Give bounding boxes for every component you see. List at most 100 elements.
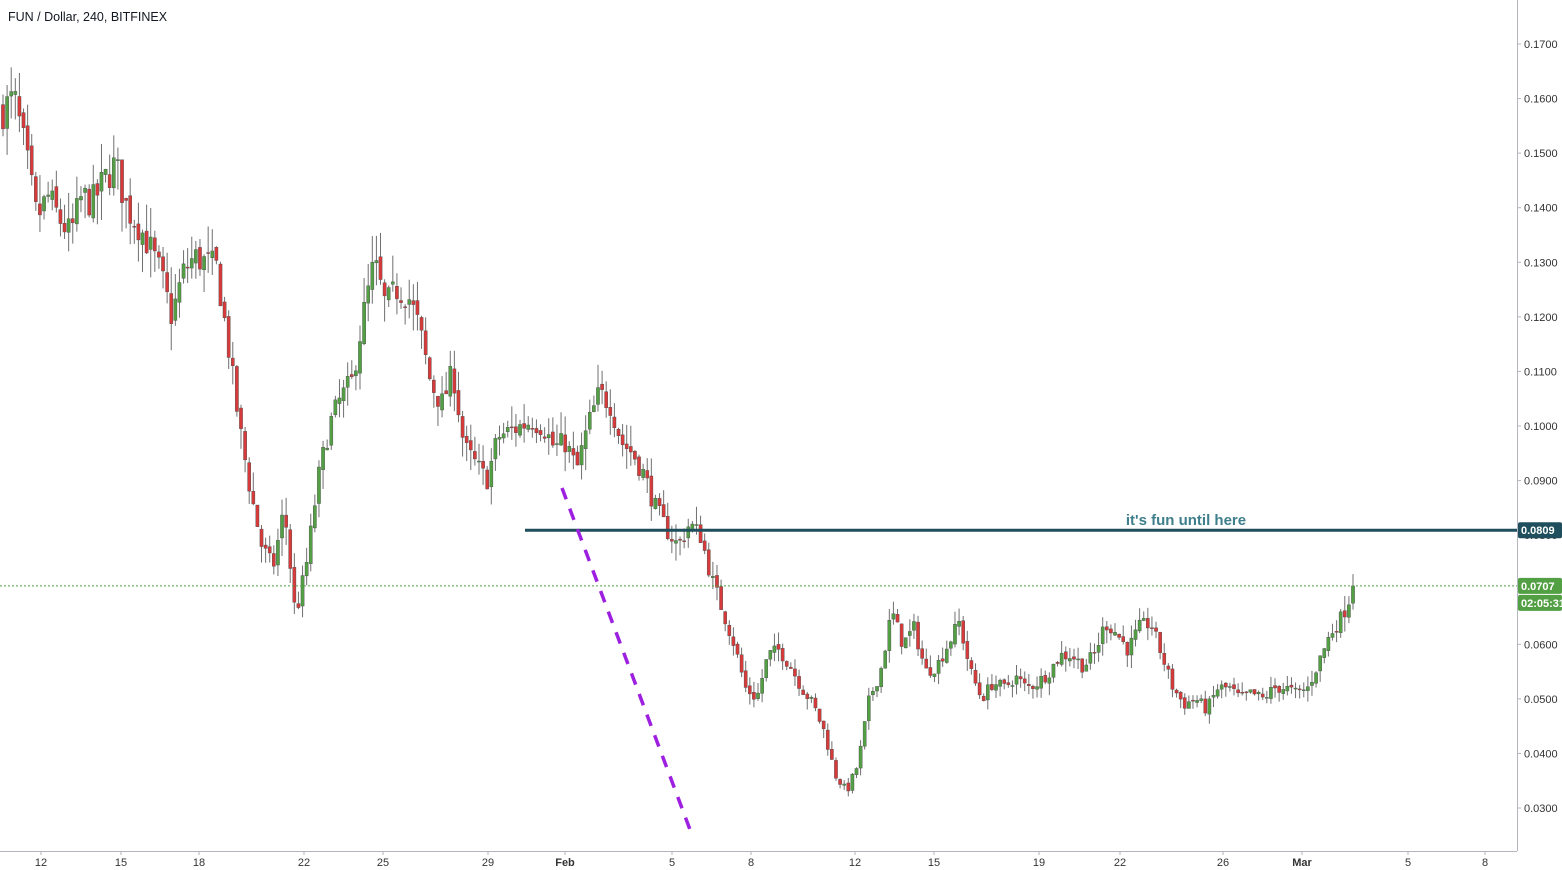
- candle: [218, 261, 223, 307]
- candle: [665, 502, 670, 541]
- candle-body-up: [875, 686, 879, 692]
- candle-body-up: [711, 576, 715, 578]
- candle: [1195, 695, 1199, 708]
- countdown-badge: [1518, 594, 1562, 611]
- candle: [448, 350, 453, 407]
- candle: [1170, 664, 1175, 698]
- candle: [1232, 677, 1236, 696]
- candle-body-up: [1187, 701, 1191, 709]
- candle-body-down: [226, 316, 231, 358]
- candle: [1141, 611, 1146, 622]
- candle-body-up: [871, 691, 875, 696]
- candle-body-down: [1018, 676, 1023, 680]
- candle-body-up: [518, 424, 522, 436]
- candle-body-up: [1269, 686, 1273, 699]
- candle: [1207, 696, 1212, 724]
- candle: [87, 184, 91, 218]
- candle: [953, 611, 957, 648]
- candle: [850, 772, 855, 794]
- candle: [1146, 607, 1150, 641]
- candle: [226, 310, 231, 369]
- candle-body-down: [153, 237, 157, 252]
- candle-body-down: [895, 614, 900, 623]
- candle-body-up: [883, 650, 888, 669]
- candle: [473, 436, 477, 466]
- candle: [719, 579, 723, 610]
- candle-body-down: [206, 252, 210, 254]
- candle-body-up: [1281, 689, 1286, 694]
- candle-body-down: [620, 434, 625, 446]
- candle: [407, 279, 412, 319]
- candle-body-up: [202, 256, 206, 271]
- candle: [1166, 663, 1171, 679]
- candle: [354, 365, 358, 391]
- candle-body-down: [485, 469, 489, 490]
- candle: [308, 513, 313, 572]
- time-tick-label: 12: [849, 857, 861, 869]
- candle: [940, 647, 945, 667]
- candle-body-down: [748, 685, 752, 695]
- candle: [981, 693, 986, 702]
- candle-body-down: [34, 176, 38, 202]
- candle: [1063, 646, 1068, 672]
- candle: [255, 504, 260, 527]
- candle: [1256, 690, 1261, 701]
- candle-body-down: [95, 183, 100, 196]
- candle-body-down: [977, 682, 982, 696]
- candle: [173, 274, 178, 326]
- candle-body-up: [1211, 695, 1216, 698]
- candle: [345, 362, 350, 406]
- candle-body-up: [854, 768, 859, 775]
- candle-body-down: [1277, 686, 1281, 693]
- candle: [194, 240, 198, 279]
- candle: [1121, 625, 1126, 645]
- candle-body-down: [965, 641, 970, 659]
- candle-body-up: [1195, 700, 1199, 703]
- candle-body-down: [715, 575, 719, 588]
- candle-body-down: [124, 198, 128, 201]
- candle-body-up: [653, 497, 658, 509]
- candle-body-down: [120, 159, 124, 203]
- candle: [969, 657, 974, 675]
- candle-body-down: [198, 247, 202, 270]
- candle-body-down: [542, 436, 547, 439]
- candle-body-down: [288, 529, 293, 569]
- candle: [715, 564, 719, 601]
- candle: [616, 427, 621, 444]
- candle: [571, 431, 576, 470]
- candle: [784, 660, 789, 671]
- candle-body-down: [415, 300, 420, 315]
- candle-body-up: [912, 621, 916, 631]
- candle: [415, 281, 420, 331]
- candle-body-down: [575, 451, 580, 466]
- candle: [542, 427, 547, 443]
- candle: [313, 494, 317, 533]
- candle: [957, 608, 961, 636]
- candle: [998, 678, 1002, 697]
- candle-body-down: [649, 475, 654, 507]
- candle-body-up: [583, 430, 588, 449]
- candle: [169, 267, 174, 351]
- time-tick-label: 15: [115, 857, 127, 869]
- candle-body-up: [1318, 655, 1322, 672]
- candle: [752, 681, 756, 708]
- price-axis[interactable]: 0.1700 0.1600 0.1500 0.1400 0.1300 0.1200 0.11…: [1517, 39, 1558, 815]
- candle-body-down: [633, 450, 637, 460]
- candle: [649, 458, 654, 521]
- time-axis[interactable]: 12 15 18 22 25 29 Feb 5 8 12 15 19 22 26 Mar 5 8: [35, 851, 1488, 869]
- dashed-trend-line[interactable]: [560, 487, 694, 836]
- candle: [834, 757, 838, 781]
- candle: [165, 252, 169, 304]
- candle: [452, 350, 457, 412]
- candle: [629, 425, 633, 466]
- candle-body-down: [128, 195, 133, 224]
- candle: [341, 379, 346, 418]
- candle: [1154, 621, 1158, 639]
- candle: [284, 497, 288, 545]
- candle-body-down: [17, 96, 22, 117]
- candle-body-down: [218, 263, 223, 307]
- candle: [497, 425, 502, 456]
- candle-body-up: [448, 366, 453, 397]
- level-annotation[interactable]: it's fun until here: [1126, 512, 1246, 529]
